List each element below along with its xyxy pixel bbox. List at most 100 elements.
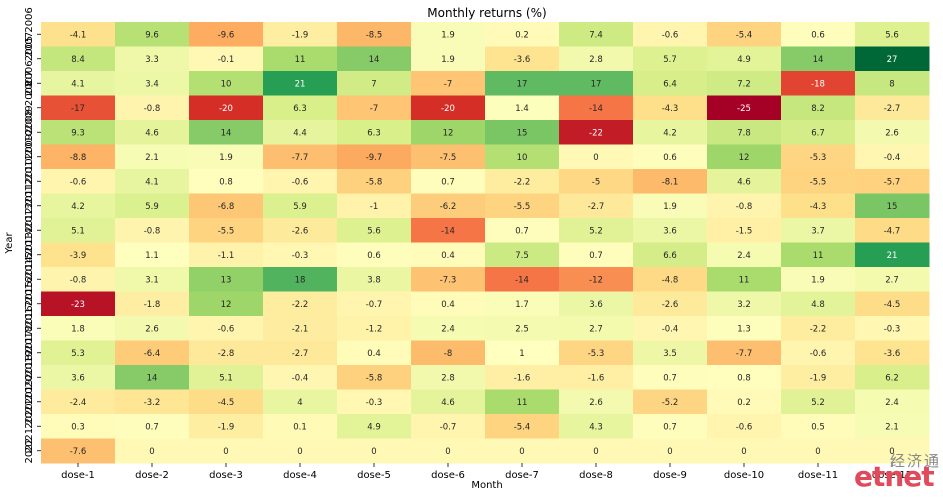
- y-tick-label: 2011 2011: [24, 154, 35, 208]
- cell-value-label: 8.4: [71, 55, 85, 65]
- heatmap-cell: [633, 340, 708, 366]
- heatmap-cell: [707, 71, 782, 96]
- x-tick-label: dose-4: [283, 470, 317, 481]
- heatmap-cell: [263, 22, 338, 47]
- heatmap-cell: [707, 169, 782, 194]
- heatmap-cell: [263, 71, 338, 96]
- cell-value-label: -2.4: [70, 398, 87, 408]
- cell-value-label: 3.2: [737, 300, 751, 310]
- heatmap-cell: [337, 389, 412, 415]
- cell-value-label: 6.7: [811, 128, 825, 138]
- heatmap-cell: [41, 316, 116, 341]
- cell-value-label: 6.3: [293, 104, 307, 114]
- cell-value-label: -0.8: [736, 202, 753, 212]
- heatmap-cell: [115, 291, 190, 317]
- cell-value-label: 11: [813, 251, 824, 261]
- cell-value-label: -23: [71, 300, 85, 310]
- heatmap-cell: [411, 95, 486, 121]
- cell-value-label: -0.6: [736, 422, 753, 432]
- y-axis-label: Year: [4, 232, 15, 255]
- cell-value-label: 11: [739, 275, 750, 285]
- x-tick-label: dose-7: [505, 470, 539, 481]
- y-tick-label: 2007: [24, 71, 35, 96]
- cell-value-label: -9.7: [366, 153, 383, 163]
- heatmap-cell: [337, 365, 412, 390]
- cell-value-label: -3.2: [144, 398, 161, 408]
- cell-value-label: -5.8: [366, 373, 383, 383]
- cell-value-label: -1.1: [218, 251, 235, 261]
- cell-value-label: 1.7: [515, 300, 529, 310]
- cell-value-label: 0: [667, 447, 672, 457]
- heatmap-cell: [855, 71, 930, 96]
- cell-value-label: 2.4: [737, 251, 751, 261]
- heatmap-cell: [855, 438, 930, 464]
- cell-value-label: 10: [221, 79, 232, 89]
- cell-value-label: 11: [295, 55, 306, 65]
- cell-value-label: -0.8: [70, 275, 87, 285]
- cell-value-label: 1.3: [737, 324, 751, 334]
- cell-value-label: 21: [887, 251, 898, 261]
- cell-value-label: -4.5: [884, 300, 901, 310]
- cell-value-label: -20: [441, 104, 455, 114]
- heatmap-cell: [115, 22, 190, 47]
- heatmap-cell: [781, 46, 856, 72]
- cell-value-label: 2.6: [589, 398, 603, 408]
- cell-value-label: 7.4: [589, 30, 603, 40]
- heatmap-cell: [781, 95, 856, 121]
- cell-value-label: 5.2: [589, 226, 603, 236]
- heatmap-cell: [707, 365, 782, 390]
- heatmap-cell: [485, 291, 560, 317]
- cell-value-label: 2.8: [441, 373, 455, 383]
- cell-value-label: -14: [515, 275, 529, 285]
- heatmap-cell: [411, 193, 486, 219]
- cell-value-label: -0.6: [70, 177, 87, 187]
- x-tick-label: dose-5: [357, 470, 391, 481]
- cell-value-label: -5.3: [810, 153, 827, 163]
- heatmap-cell: [559, 291, 634, 317]
- cell-value-label: -2.2: [514, 177, 531, 187]
- heatmap-cell: [633, 144, 708, 170]
- cell-value-label: 0: [889, 447, 894, 457]
- heatmap-cell: [781, 22, 856, 47]
- heatmap-cell: [41, 71, 116, 96]
- heatmap-cell: [485, 365, 560, 390]
- cell-value-label: 0.3: [71, 422, 85, 432]
- cell-value-label: -5.3: [588, 349, 605, 359]
- cell-value-label: 7.2: [737, 79, 751, 89]
- cell-value-label: -5.4: [736, 30, 753, 40]
- heatmap-cell: [707, 414, 782, 439]
- cell-value-label: 5.1: [219, 373, 233, 383]
- heatmap-cell: [559, 193, 634, 219]
- heatmap-cell: [633, 22, 708, 47]
- heatmap-cell: [41, 95, 116, 121]
- heatmap-cell: [189, 46, 264, 72]
- heatmap-cell: [633, 438, 708, 464]
- heatmap-cell: [855, 365, 930, 390]
- cell-value-label: -0.4: [884, 153, 901, 163]
- watermark-chinese: 经济通: [890, 452, 942, 470]
- heatmap-cell: [411, 389, 486, 415]
- heatmap-cell: [781, 365, 856, 390]
- cell-value-label: 27: [887, 55, 898, 65]
- heatmap-cell: [115, 71, 190, 96]
- heatmap-cell: [263, 340, 338, 366]
- cell-value-label: -2.7: [588, 202, 605, 212]
- cell-value-label: -0.4: [292, 373, 309, 383]
- heatmap-cell: [337, 193, 412, 219]
- heatmap-cell: [115, 438, 190, 464]
- heatmap-cell: [485, 340, 560, 366]
- heatmap-cell: [855, 389, 930, 415]
- y-tick-label: 2008 2008: [24, 81, 35, 135]
- cell-value-label: -6.4: [144, 349, 161, 359]
- cell-value-label: -22: [589, 128, 603, 138]
- cell-value-label: -7.7: [736, 349, 753, 359]
- heatmap-cell: [411, 22, 486, 47]
- heatmap-cell: [411, 169, 486, 194]
- heatmap-cell: [189, 144, 264, 170]
- cell-value-label: 5.9: [145, 202, 159, 212]
- cell-value-label: -2.6: [662, 300, 679, 310]
- heatmap-cell: [337, 414, 412, 439]
- cell-value-label: 0: [741, 447, 746, 457]
- heatmap-cell: [189, 340, 264, 366]
- heatmap-cell: [189, 365, 264, 390]
